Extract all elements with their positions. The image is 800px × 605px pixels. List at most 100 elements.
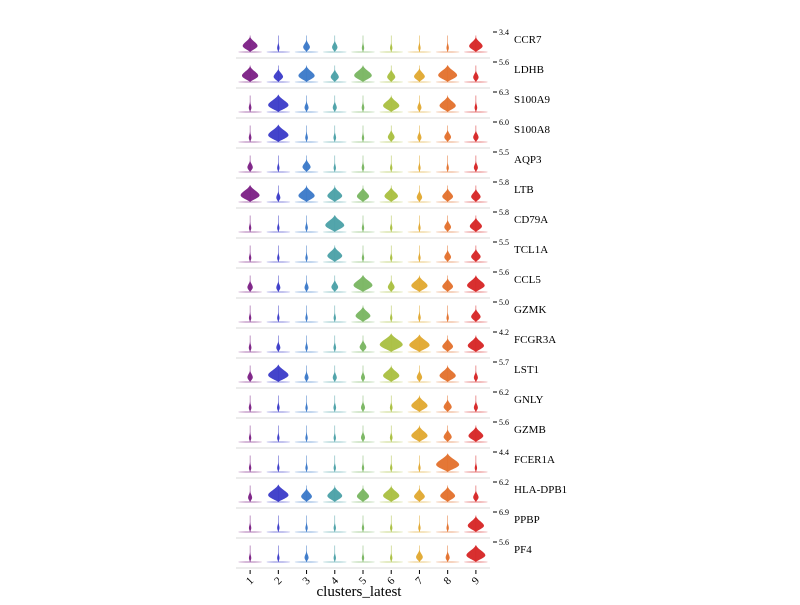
violin-PPBP-3 xyxy=(305,521,308,532)
violin-PPBP-5 xyxy=(361,521,365,532)
violin-GNLY-4 xyxy=(333,401,337,412)
gene-label-CCL5: CCL5 xyxy=(514,274,541,286)
violin-S100A8-9 xyxy=(473,130,479,142)
violin-LST1-9 xyxy=(473,370,478,382)
violin-CD79A-2 xyxy=(277,221,280,232)
violin-CD79A-5 xyxy=(361,221,365,232)
violin-PPBP-6 xyxy=(390,521,393,532)
violin-FCGR3A-7 xyxy=(409,334,430,352)
violin-LST1-2 xyxy=(268,364,289,382)
violin-GNLY-2 xyxy=(276,401,280,412)
violin-LTB-3 xyxy=(298,185,315,202)
violin-S100A9-9 xyxy=(474,101,478,112)
ymax-label-LTB: 5.8 xyxy=(499,178,509,187)
violin-LST1-5 xyxy=(360,370,366,382)
gene-row-AQP3: 5.5 AQP3 xyxy=(236,148,542,179)
violin-GZMK-7 xyxy=(418,311,421,322)
violin-PPBP-4 xyxy=(333,521,336,532)
gene-label-AQP3: AQP3 xyxy=(514,154,542,166)
violin-HLA-DPB1-4 xyxy=(327,486,343,502)
violin-LDHB-6 xyxy=(387,69,396,82)
violin-FCER1A-1 xyxy=(248,461,252,472)
violin-S100A8-4 xyxy=(333,131,337,142)
violin-S100A8-1 xyxy=(248,131,252,142)
violin-PF4-7 xyxy=(416,549,423,562)
violin-CD79A-4 xyxy=(325,214,345,232)
gene-label-CCR7: CCR7 xyxy=(514,34,542,46)
violin-FCER1A-2 xyxy=(277,461,280,472)
violin-LST1-6 xyxy=(383,365,400,382)
gene-row-S100A9: 6.3 S100A9 xyxy=(236,88,551,119)
gene-row-CD79A: 5.8 CD79A xyxy=(236,208,548,239)
violin-LST1-8 xyxy=(439,365,456,382)
violin-FCGR3A-6 xyxy=(379,333,403,352)
violin-S100A9-5 xyxy=(361,101,365,112)
violin-CCR7-5 xyxy=(361,41,365,52)
violin-CCR7-6 xyxy=(390,41,393,52)
gene-row-HLA-DPB1: 6.2 HLA-DPB1 xyxy=(236,478,567,509)
violin-PPBP-8 xyxy=(446,521,449,532)
ymax-label-GZMB: 5.6 xyxy=(499,418,509,427)
violin-CCR7-7 xyxy=(418,41,421,52)
violin-FCGR3A-9 xyxy=(467,335,485,352)
gene-label-GZMK: GZMK xyxy=(514,304,546,316)
violin-LDHB-4 xyxy=(330,69,339,82)
ymax-label-GZMK: 5.0 xyxy=(499,298,509,307)
violin-FCER1A-9 xyxy=(474,461,478,472)
violin-PF4-8 xyxy=(445,550,450,562)
violin-CCR7-3 xyxy=(303,39,310,52)
violin-HLA-DPB1-9 xyxy=(473,490,479,502)
x-tick-label-1: 1 xyxy=(244,575,256,587)
x-axis-label: clusters_latest xyxy=(317,584,403,600)
gene-row-FCER1A: 4.4 FCER1A xyxy=(236,448,555,479)
gene-row-GZMB: 5.6 GZMB xyxy=(236,418,546,449)
violin-CCL5-2 xyxy=(276,280,281,292)
gene-row-PF4: 5.6 PF4 xyxy=(236,538,532,569)
violin-FCGR3A-1 xyxy=(248,341,252,352)
violin-FCGR3A-4 xyxy=(333,341,337,352)
violin-AQP3-8 xyxy=(446,161,449,172)
ymax-label-PF4: 5.6 xyxy=(499,538,509,547)
violin-HLA-DPB1-6 xyxy=(383,485,400,502)
violin-GNLY-9 xyxy=(473,400,478,412)
violin-LTB-1 xyxy=(240,184,260,202)
violin-CCR7-4 xyxy=(332,40,338,52)
violin-CD79A-6 xyxy=(390,221,393,232)
gene-row-PPBP: 6.9 PPBP xyxy=(236,508,540,539)
violin-rows: 3.4CCR75.6LDHB6.3S100A96.0S100A85.5AQP35… xyxy=(236,28,567,569)
violin-HLA-DPB1-8 xyxy=(440,486,456,502)
gene-label-CD79A: CD79A xyxy=(514,214,548,226)
violin-GZMB-6 xyxy=(389,431,393,442)
violin-TCL1A-3 xyxy=(305,251,308,262)
violin-S100A8-5 xyxy=(361,131,365,142)
violin-LDHB-7 xyxy=(414,68,425,82)
violin-PF4-5 xyxy=(361,551,365,562)
violin-CCL5-4 xyxy=(331,279,339,292)
violin-GZMB-7 xyxy=(411,425,428,442)
violin-HLA-DPB1-2 xyxy=(268,484,289,502)
violin-CD79A-3 xyxy=(305,221,308,232)
violin-FCER1A-3 xyxy=(305,461,308,472)
violin-FCGR3A-5 xyxy=(359,339,367,352)
violin-GZMB-8 xyxy=(443,429,452,442)
violin-TCL1A-9 xyxy=(471,248,481,262)
violin-CCL5-9 xyxy=(467,275,485,292)
gene-row-S100A8: 6.0 S100A8 xyxy=(236,118,551,149)
violin-FCGR3A-2 xyxy=(276,340,281,352)
violin-CCL5-7 xyxy=(411,275,428,292)
violin-AQP3-4 xyxy=(333,161,336,172)
violin-PF4-9 xyxy=(466,544,486,562)
violin-GZMK-2 xyxy=(277,311,280,322)
violin-GZMB-9 xyxy=(468,426,484,442)
violin-S100A8-3 xyxy=(305,131,308,142)
ymax-label-FCER1A: 4.4 xyxy=(499,448,509,457)
violin-S100A9-1 xyxy=(248,101,252,112)
violin-GNLY-7 xyxy=(411,395,428,412)
gene-label-S100A9: S100A9 xyxy=(514,94,551,106)
ymax-label-PPBP: 6.9 xyxy=(499,508,509,517)
violin-LTB-4 xyxy=(327,186,343,202)
ymax-label-S100A9: 6.3 xyxy=(499,88,509,97)
gene-label-PPBP: PPBP xyxy=(514,514,540,526)
